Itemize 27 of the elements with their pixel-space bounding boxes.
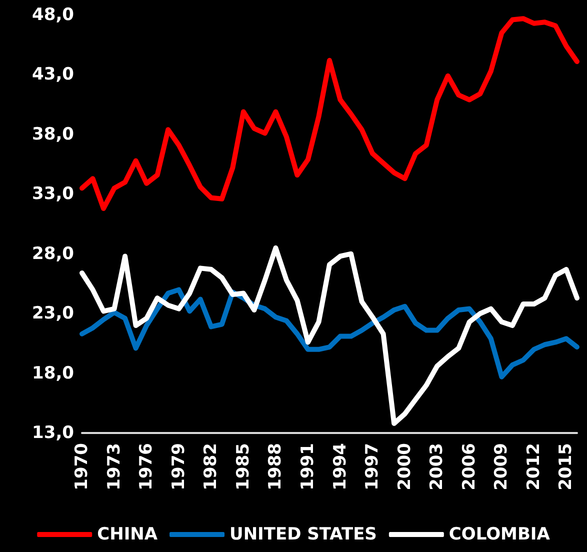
x-tick-label: 1985 <box>233 443 254 490</box>
x-tick-label: 1973 <box>104 443 124 490</box>
y-tick-label: 38,0 <box>32 124 74 144</box>
x-tick-label: 2000 <box>394 442 415 490</box>
x-tick-label: 1976 <box>136 443 157 490</box>
x-tick-label: 2012 <box>524 443 544 490</box>
x-tick-label: 2003 <box>427 443 448 490</box>
x-tick-label: 1994 <box>330 442 350 490</box>
x-tick-label: 2006 <box>459 443 480 490</box>
y-tick-label: 18,0 <box>32 363 74 384</box>
x-tick-label: 1979 <box>168 443 189 490</box>
y-tick-label: 43,0 <box>32 64 74 85</box>
x-tick-label: 1988 <box>266 443 286 490</box>
x-tick-label: 2009 <box>492 443 512 490</box>
y-tick-label: 28,0 <box>32 244 74 264</box>
x-tick-label: 2015 <box>556 443 576 490</box>
x-tick-label: 1970 <box>72 442 92 490</box>
y-tick-label: 23,0 <box>32 304 74 324</box>
x-tick-label: 1997 <box>362 443 383 490</box>
y-tick-label: 48,0 <box>32 5 74 25</box>
x-tick-label: 1982 <box>201 443 222 490</box>
y-tick-label: 13,0 <box>32 423 74 443</box>
y-tick-label: 33,0 <box>32 184 74 204</box>
legend-label: UNITED STATES <box>230 524 377 544</box>
x-tick-label: 1991 <box>298 443 318 490</box>
legend-label: CHINA <box>97 524 158 544</box>
legend-label: COLOMBIA <box>448 524 551 544</box>
